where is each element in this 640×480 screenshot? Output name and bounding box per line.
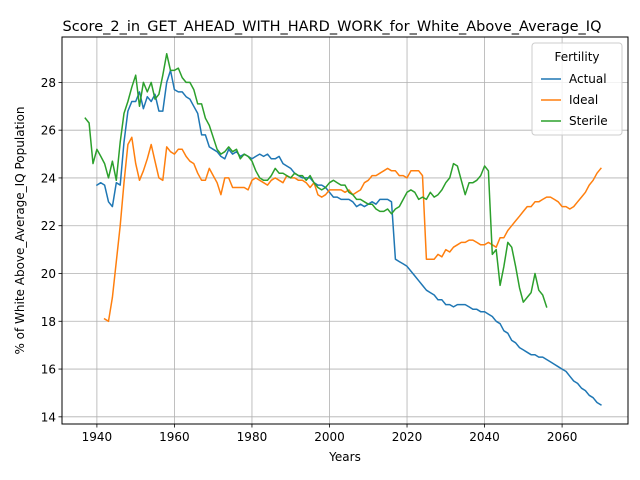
x-tick-label: 2020 [392,430,423,444]
y-tick-label: 18 [41,315,56,329]
series-lines [84,52,602,406]
series-line-sterile [84,52,548,308]
y-axis-label: % of White Above_Average_IQ Population [13,106,27,354]
y-tick-label: 28 [41,76,56,90]
x-tick-label: 1960 [159,430,190,444]
x-axis-label: Years [328,450,361,464]
legend-label-sterile: Sterile [569,114,608,128]
x-tick-label: 1980 [237,430,268,444]
y-tick-label: 14 [41,410,56,424]
plot-area-frame [61,36,629,425]
x-tick-label: 1940 [82,430,113,444]
x-tick-label: 2040 [469,430,500,444]
y-tick-label: 16 [41,363,56,377]
grid-lines [62,37,628,424]
chart-title: Score_2_in_GET_AHEAD_WITH_HARD_WORK_for_… [63,19,602,35]
y-tick-label: 22 [41,219,56,233]
y-tick-label: 20 [41,267,56,281]
y-tick-label: 24 [41,171,56,185]
legend-label-ideal: Ideal [569,93,598,107]
legend-label-actual: Actual [569,72,607,86]
legend: Fertility Actual Ideal Sterile [531,42,623,136]
legend-items: Actual Ideal Sterile [541,72,608,128]
x-tick-label: 2060 [547,430,578,444]
y-tick-label: 26 [41,124,56,138]
axis-ticks: 1940 1960 1980 2000 2020 2040 2060 14 16 18 20 22 24… [41,76,578,444]
series-line-actual [95,69,602,406]
x-tick-label: 2000 [314,430,345,444]
legend-box [531,42,623,136]
legend-title: Fertility [554,50,599,64]
